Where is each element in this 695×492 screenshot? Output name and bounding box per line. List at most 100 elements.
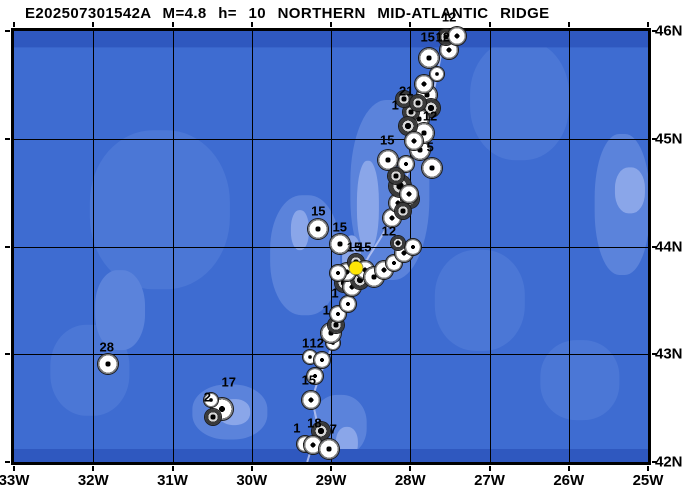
grid-line-latitude	[14, 354, 648, 356]
day-number-label: 21	[399, 83, 414, 99]
bathymetry-patch	[469, 40, 570, 160]
longitude-tick	[250, 466, 253, 471]
latitude-axis-label: 44N	[655, 238, 683, 255]
latitude-axis-label: 43N	[655, 345, 683, 363]
latitude-tick	[652, 353, 657, 356]
day-number-label: 5	[426, 139, 434, 155]
focal-mechanism-beachball	[308, 219, 329, 240]
day-number-label: 15	[332, 219, 347, 235]
focal-mechanism-beachball	[414, 74, 433, 93]
longitude-tick	[488, 466, 491, 471]
latitude-axis-label: 42N	[655, 453, 683, 471]
longitude-axis-label: 31W	[157, 472, 188, 489]
focal-mechanism-beachball	[395, 90, 412, 107]
bathymetry-patch	[95, 270, 146, 350]
latitude-tick	[652, 137, 657, 140]
longitude-tick	[171, 466, 174, 471]
focal-mechanism-beachball	[391, 236, 406, 251]
latitude-tick	[5, 353, 10, 356]
longitude-tick	[250, 22, 253, 27]
longitude-tick	[330, 22, 332, 27]
bathymetry-patch	[290, 210, 310, 251]
longitude-axis-label: 25W	[632, 472, 664, 489]
bathymetry-patch	[614, 167, 645, 214]
latitude-tick	[652, 461, 657, 463]
longitude-tick	[13, 22, 15, 27]
day-number-label: 15	[380, 132, 395, 148]
day-number-label: 2	[203, 389, 211, 405]
longitude-tick	[409, 22, 412, 27]
focal-mechanism-beachball	[398, 116, 417, 135]
latitude-tick	[652, 30, 657, 32]
focal-mechanism-beachball	[311, 421, 330, 440]
focal-mechanism-beachball	[314, 351, 331, 368]
longitude-axis-label: 32W	[77, 472, 109, 489]
latitude-tick	[5, 245, 10, 248]
focal-mechanism-beachball	[387, 168, 404, 185]
focal-mechanism-beachball	[302, 350, 317, 365]
latitude-axis-label: 45N	[655, 130, 683, 148]
focal-mechanism-beachball	[395, 202, 412, 219]
longitude-tick	[92, 466, 95, 471]
features-layer: 12 15 12 21 1 12 15 5 15 15 15 15 12 1 1 1 12 15 1 18 7 28 17 2	[14, 10, 648, 462]
longitude-tick	[488, 22, 491, 27]
day-number-label: 1	[322, 302, 330, 318]
focal-mechanism-beachball	[330, 306, 347, 323]
day-number-label: 1	[391, 97, 399, 113]
day-number-label: 17	[221, 374, 236, 390]
focal-mechanism-beachball	[448, 27, 466, 46]
bathymetry-patch	[357, 160, 380, 251]
longitude-axis-label: 27W	[474, 472, 505, 489]
focal-mechanism-beachball	[405, 131, 424, 150]
longitude-axis-label: 28W	[394, 472, 426, 489]
day-number-label: 15	[357, 239, 372, 254]
focal-mechanism-beachball	[404, 238, 421, 255]
longitude-tick	[171, 22, 174, 27]
day-number-label: 12	[381, 223, 397, 239]
bathymetry-patch	[89, 130, 230, 290]
day-number-label: 12	[309, 335, 324, 351]
day-number-label: 15	[346, 239, 362, 254]
longitude-axis-label: 33W	[0, 472, 30, 489]
latitude-tick	[652, 245, 657, 248]
longitude-axis-label: 30W	[236, 472, 268, 489]
longitude-tick	[330, 466, 332, 471]
focal-mechanism-beachball	[329, 234, 350, 255]
focal-mechanism-beachball	[302, 390, 321, 409]
grid-line-latitude	[14, 138, 648, 140]
longitude-tick	[13, 466, 15, 471]
focal-mechanism-beachball	[330, 265, 347, 282]
bathymetry-patch	[540, 340, 620, 420]
day-number-label: 28	[99, 339, 114, 355]
longitude-tick	[567, 466, 570, 471]
day-number-label: 18	[307, 415, 322, 431]
longitude-tick	[409, 466, 412, 471]
focal-mechanism-beachball	[421, 157, 442, 178]
focal-mechanism-beachball	[204, 408, 221, 425]
latitude-axis-label: 46N	[655, 22, 683, 40]
focal-mechanism-beachball	[98, 353, 119, 374]
focal-mechanism-beachball	[303, 435, 322, 454]
longitude-axis-label: 29W	[315, 472, 347, 489]
focal-mechanism-beachball	[339, 295, 356, 312]
map-frame: 12 15 12 21 1 12 15 5 15 15 15 15 12 1 1 1 12 15 1 18 7 28 17 2…	[0, 10, 683, 490]
focal-mechanism-beachball	[204, 392, 219, 407]
day-number-label: 15	[301, 372, 317, 388]
day-number-label: 1	[293, 420, 301, 436]
longitude-axis-label: 26W	[553, 472, 585, 489]
day-number-label: 7	[329, 421, 337, 437]
longitude-tick	[647, 466, 649, 471]
latitude-tick	[5, 137, 10, 140]
longitude-tick	[567, 22, 570, 27]
day-number-label: 12	[422, 108, 438, 124]
focal-mechanism-beachball	[430, 67, 445, 82]
focal-mechanism-beachball	[307, 367, 324, 384]
page-title: E202507301542A M=4.8 h= 10 NORTHERN MID-…	[25, 5, 550, 22]
focal-mechanism-beachball	[318, 439, 339, 460]
focal-mechanism-beachball	[378, 150, 399, 171]
longitude-tick	[647, 22, 649, 27]
focal-mechanism-beachball	[440, 41, 459, 60]
focal-mechanism-beachball	[398, 155, 415, 172]
latitude-tick	[5, 30, 10, 32]
focal-mechanism-beachball	[419, 47, 440, 68]
